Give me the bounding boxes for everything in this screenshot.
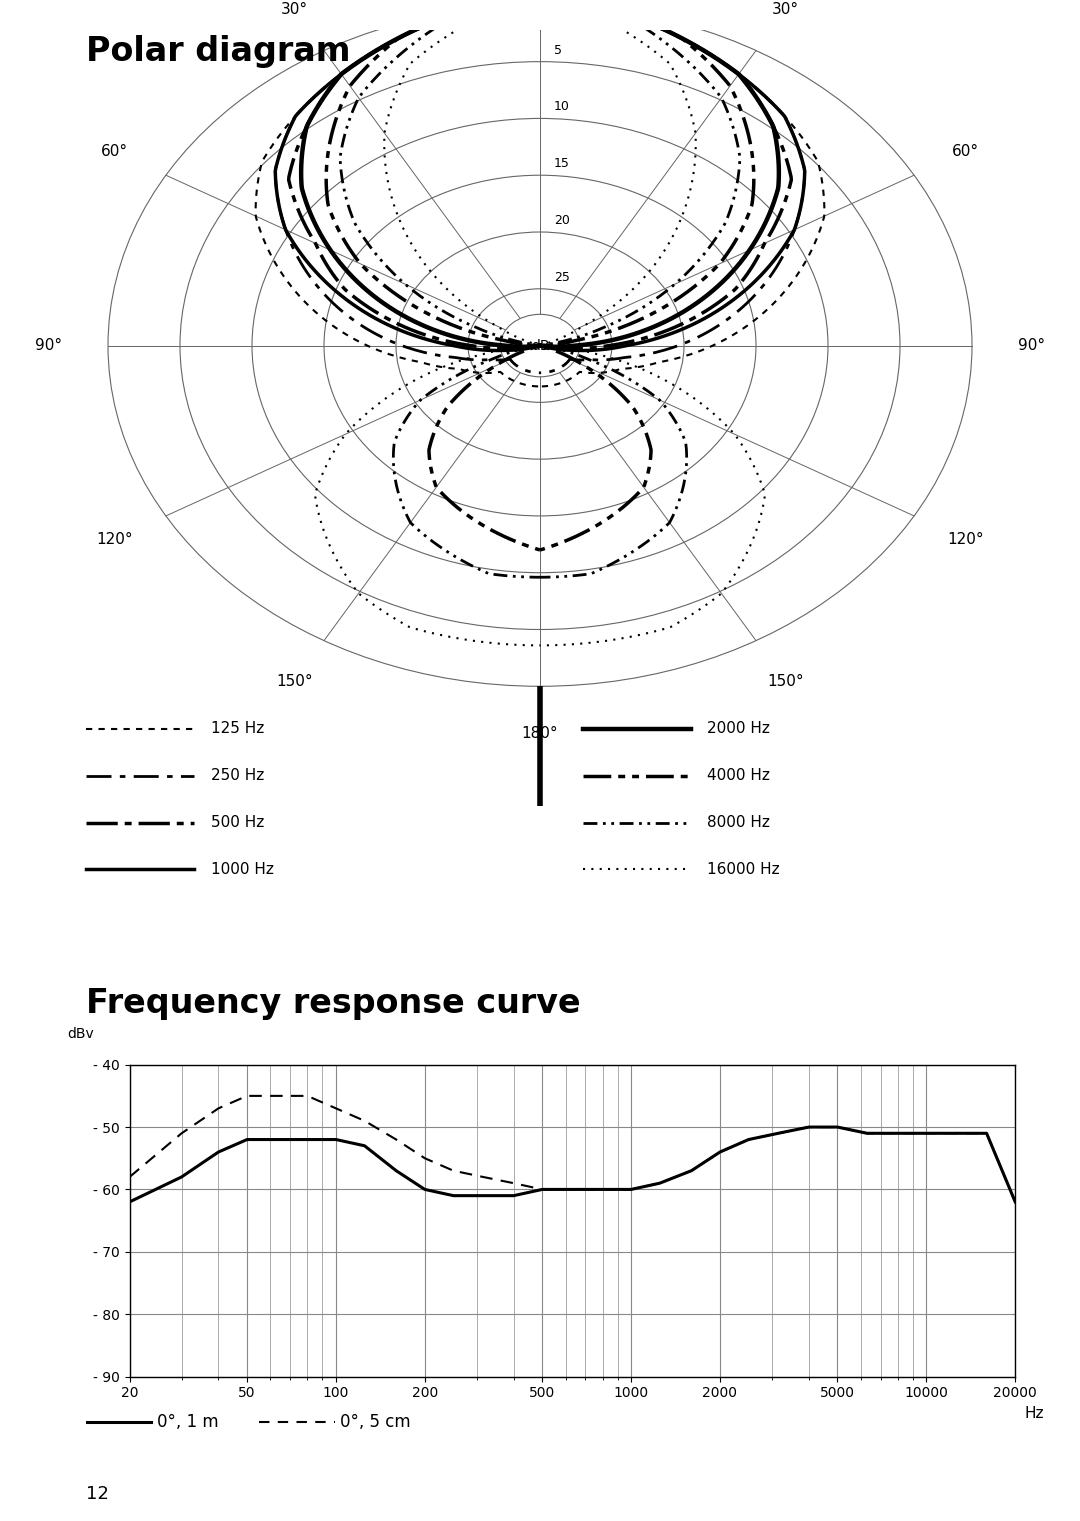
Text: 5: 5	[554, 44, 562, 56]
Text: 30°: 30°	[772, 3, 799, 17]
Text: 10: 10	[554, 100, 570, 114]
Text: dBv: dBv	[68, 1027, 94, 1042]
Text: 120°: 120°	[96, 532, 133, 548]
Text: 150°: 150°	[276, 674, 312, 689]
Text: 180°: 180°	[522, 726, 558, 741]
Text: 1000 Hz: 1000 Hz	[211, 862, 273, 878]
Text: 150°: 150°	[768, 674, 804, 689]
Text: 25: 25	[554, 271, 570, 284]
Text: 4000 Hz: 4000 Hz	[707, 768, 770, 783]
Text: 250 Hz: 250 Hz	[211, 768, 264, 783]
Text: 60°: 60°	[100, 144, 129, 160]
Text: 90°: 90°	[1017, 338, 1045, 353]
Text: 120°: 120°	[947, 532, 984, 548]
Text: dB: dB	[530, 339, 550, 353]
Text: 20: 20	[554, 214, 570, 227]
Text: 15: 15	[554, 157, 570, 170]
Text: 60°: 60°	[951, 144, 980, 160]
Text: Hz: Hz	[1024, 1407, 1043, 1422]
Text: 0°, 1 m: 0°, 1 m	[157, 1413, 218, 1431]
Text: 90°: 90°	[35, 338, 63, 353]
Text: 0°, 5 cm: 0°, 5 cm	[340, 1413, 410, 1431]
Text: 125 Hz: 125 Hz	[211, 721, 264, 736]
Text: Polar diagram: Polar diagram	[86, 35, 351, 67]
Text: 2000 Hz: 2000 Hz	[707, 721, 770, 736]
Circle shape	[500, 315, 580, 377]
Text: 30°: 30°	[281, 3, 308, 17]
Text: 8000 Hz: 8000 Hz	[707, 815, 770, 830]
Text: 16000 Hz: 16000 Hz	[707, 862, 780, 878]
Text: Frequency response curve: Frequency response curve	[86, 987, 581, 1021]
Text: 12: 12	[86, 1484, 109, 1503]
Text: 500 Hz: 500 Hz	[211, 815, 264, 830]
